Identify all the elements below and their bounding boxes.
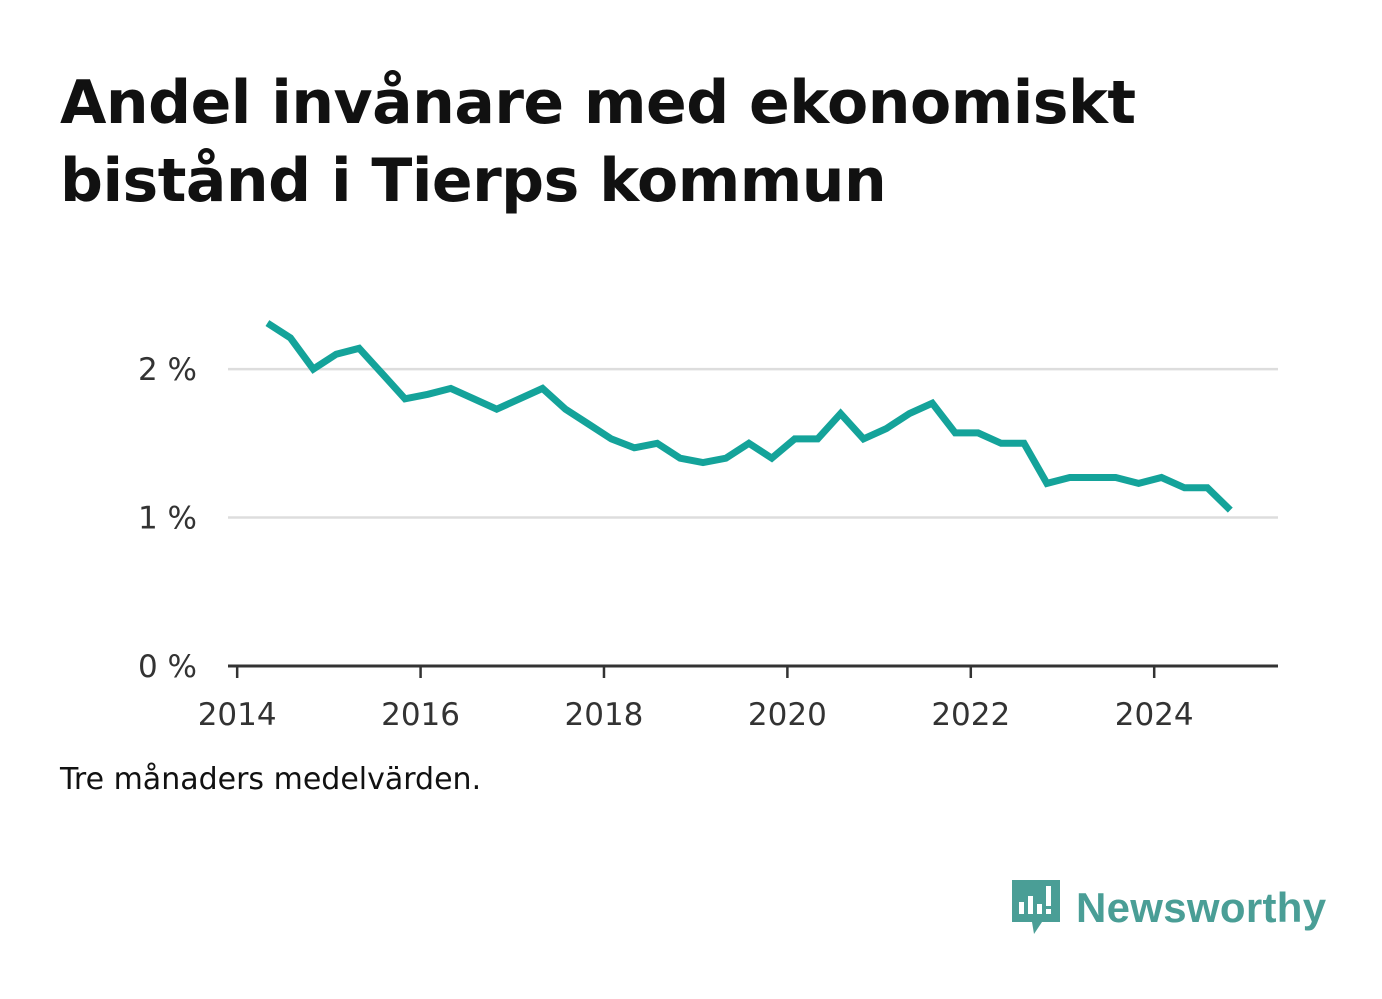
data-point — [356, 345, 363, 352]
data-point — [1181, 484, 1188, 491]
data-point — [310, 366, 317, 373]
data-point — [1227, 507, 1234, 514]
data-point — [1089, 474, 1096, 481]
data-point — [631, 444, 638, 451]
data-point — [562, 406, 569, 413]
data-point — [608, 435, 615, 442]
y-tick-label: 0 % — [138, 649, 197, 685]
data-point — [1204, 484, 1211, 491]
x-tick-label: 2022 — [931, 697, 1010, 733]
data-point — [768, 455, 775, 462]
x-tick-label: 2024 — [1115, 697, 1194, 733]
data-point — [791, 435, 798, 442]
x-tick-label: 2020 — [748, 697, 827, 733]
x-tick-label: 2018 — [565, 697, 644, 733]
data-point — [470, 395, 477, 402]
data-point — [585, 421, 592, 428]
data-point — [722, 455, 729, 462]
x-tick-label: 2016 — [381, 697, 460, 733]
data-point — [379, 370, 386, 377]
data-point — [1135, 480, 1142, 487]
data-point — [837, 410, 844, 417]
data-point — [883, 425, 890, 432]
data-point — [700, 459, 707, 466]
data-point — [1043, 480, 1050, 487]
data-point — [1066, 474, 1073, 481]
y-tick-label: 2 % — [138, 352, 197, 388]
data-point — [929, 400, 936, 407]
data-point — [1158, 474, 1165, 481]
data-point — [975, 429, 982, 436]
data-point — [745, 440, 752, 447]
data-point — [814, 435, 821, 442]
data-point — [493, 406, 500, 413]
data-point — [1021, 440, 1028, 447]
newsworthy-logo-icon — [1012, 880, 1060, 934]
data-point — [998, 440, 1005, 447]
data-point — [654, 440, 661, 447]
data-point — [677, 455, 684, 462]
data-point — [264, 320, 271, 327]
chart-title: Andel invånare med ekonomiskt bistånd i … — [60, 68, 1136, 216]
series-line — [265, 320, 1233, 513]
data-point — [906, 410, 913, 417]
y-tick-label: 1 % — [138, 501, 197, 537]
data-point — [1112, 474, 1119, 481]
data-point — [287, 334, 294, 341]
data-point — [447, 385, 454, 392]
data-point — [424, 391, 431, 398]
data-point — [402, 395, 409, 402]
x-tick-label: 2014 — [198, 697, 277, 733]
newsworthy-logo-text: Newsworthy — [1076, 884, 1327, 931]
newsworthy-logo: Newsworthy — [1010, 876, 1326, 940]
data-point — [952, 429, 959, 436]
data-point — [333, 351, 340, 358]
data-point — [860, 435, 867, 442]
data-point — [539, 385, 546, 392]
chart-footnote: Tre månaders medelvärden. — [60, 762, 482, 797]
data-point — [516, 395, 523, 402]
